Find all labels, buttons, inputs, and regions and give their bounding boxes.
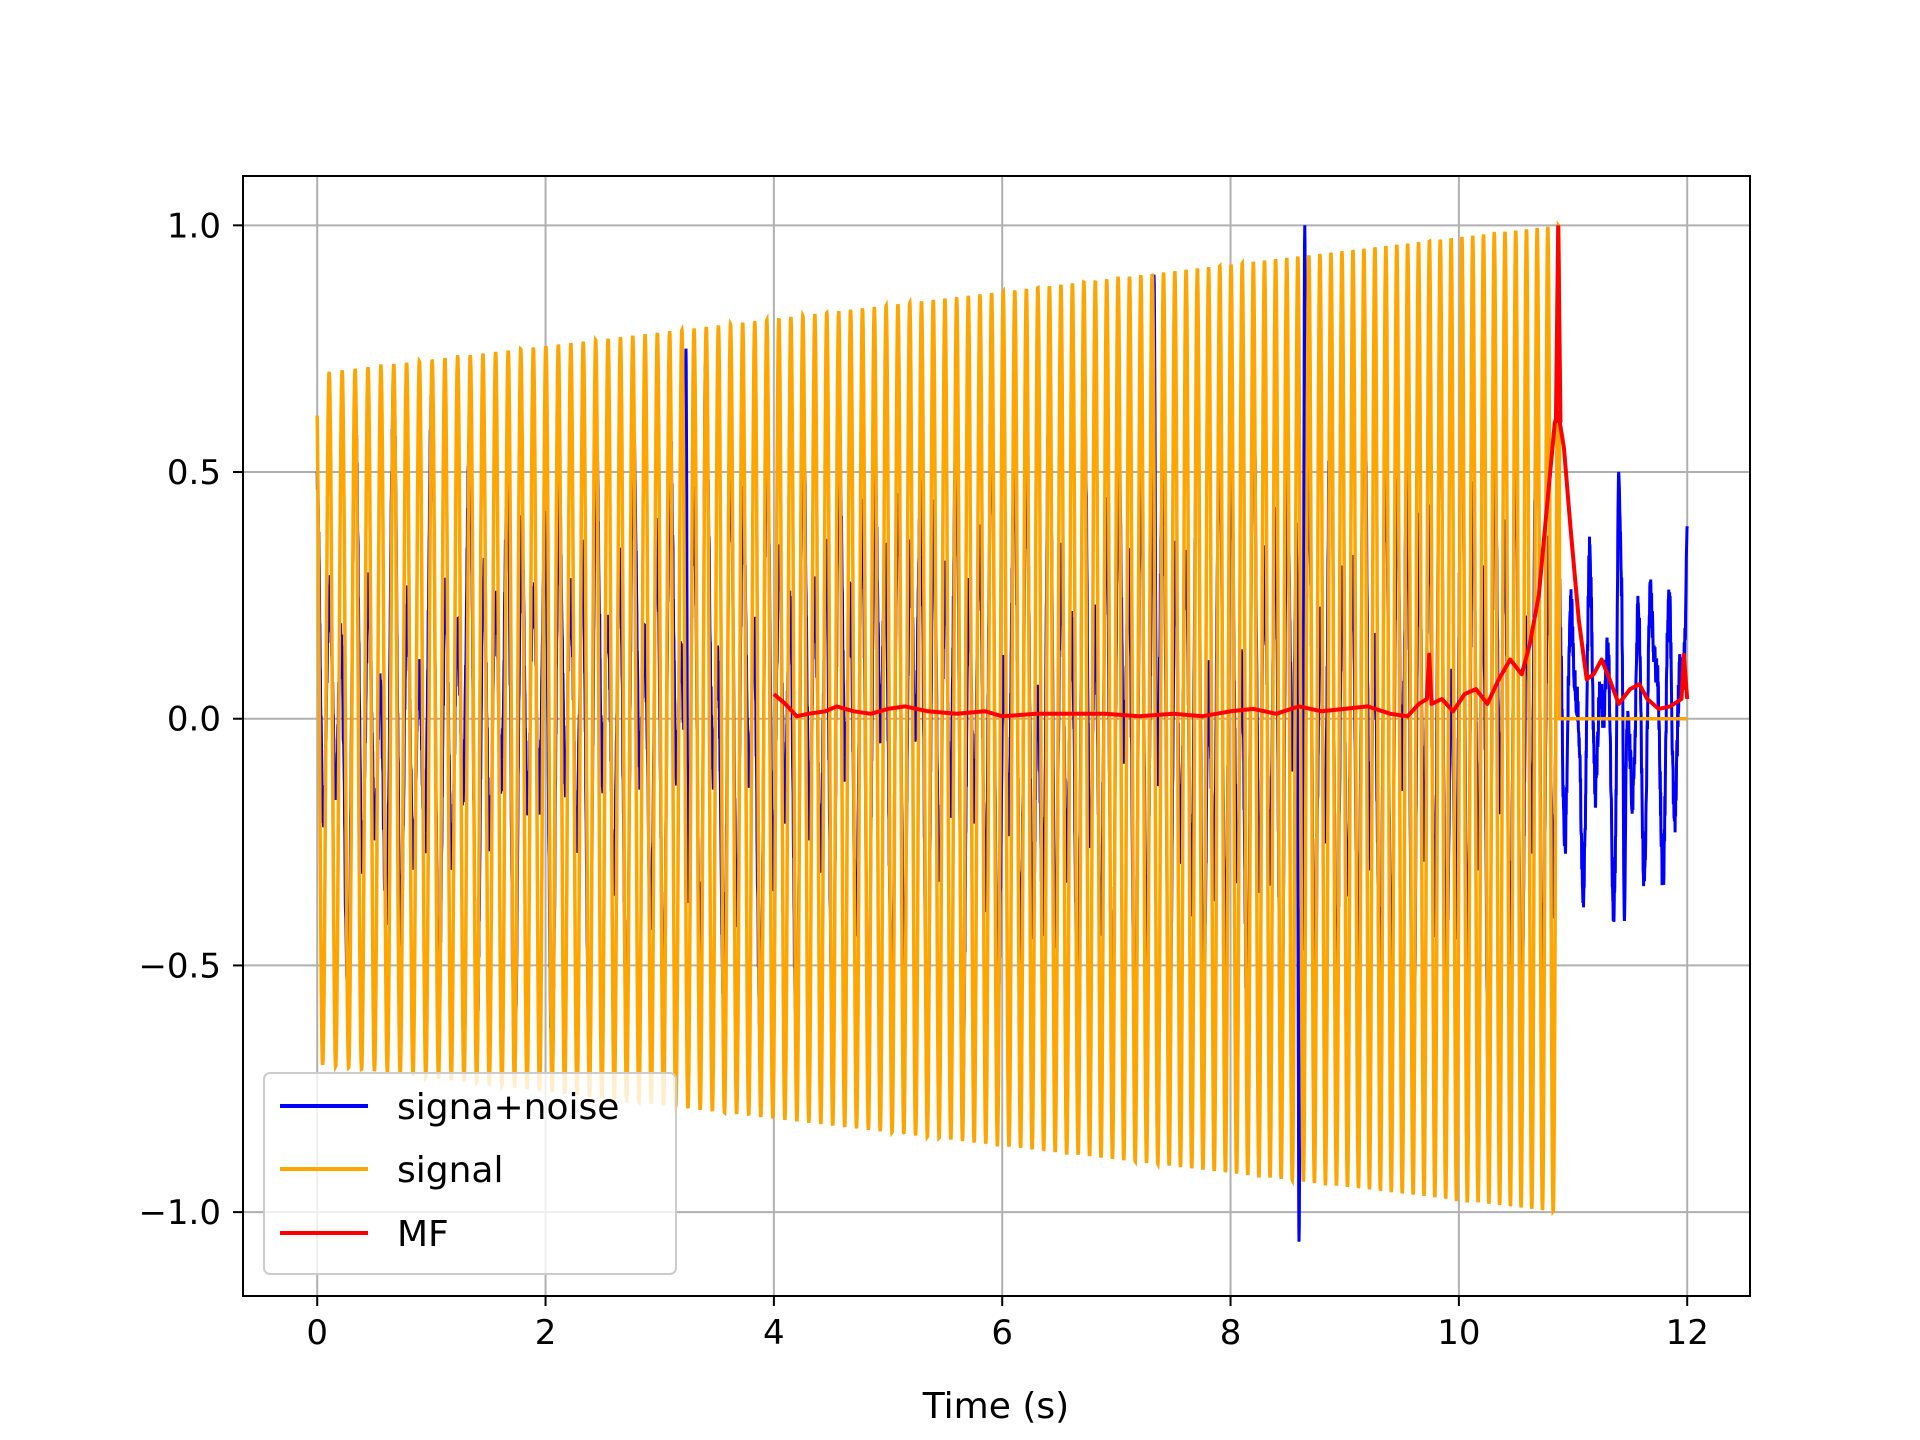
- y-tick-label: 0.0: [167, 700, 221, 740]
- y-tick-label: 1.0: [167, 206, 221, 246]
- legend-label-signal: signal: [397, 1150, 504, 1191]
- y-tick-label: −1.0: [138, 1193, 221, 1233]
- legend: signa+noise signal MF: [263, 1072, 677, 1275]
- series-mf-spike: [1553, 225, 1563, 423]
- series-line-mf: [772, 410, 1690, 719]
- x-tick-label: 6: [991, 1313, 1013, 1353]
- x-tick-label: 10: [1437, 1313, 1480, 1353]
- x-axis-label: Time (s): [922, 1386, 1069, 1427]
- y-tick-label: −0.5: [138, 946, 221, 986]
- series-line-signal: [315, 220, 1688, 1217]
- x-tick-label: 2: [535, 1313, 557, 1353]
- x-tick-label: 0: [306, 1313, 328, 1353]
- legend-label-mf: MF: [397, 1214, 449, 1255]
- ticks: 0 2 4 6 8 10 12 −1.0 −0.5 0.0 0.5 1.0: [138, 206, 1708, 1353]
- series-layer: [315, 220, 1690, 1242]
- x-tick-label: 4: [763, 1313, 785, 1353]
- y-tick-label: 0.5: [167, 453, 221, 493]
- legend-box: [263, 1072, 677, 1275]
- x-tick-label: 8: [1220, 1313, 1242, 1353]
- legend-label-signal-noise: signa+noise: [397, 1087, 619, 1128]
- x-tick-label: 12: [1666, 1313, 1709, 1353]
- plot-frame: [242, 175, 1751, 1297]
